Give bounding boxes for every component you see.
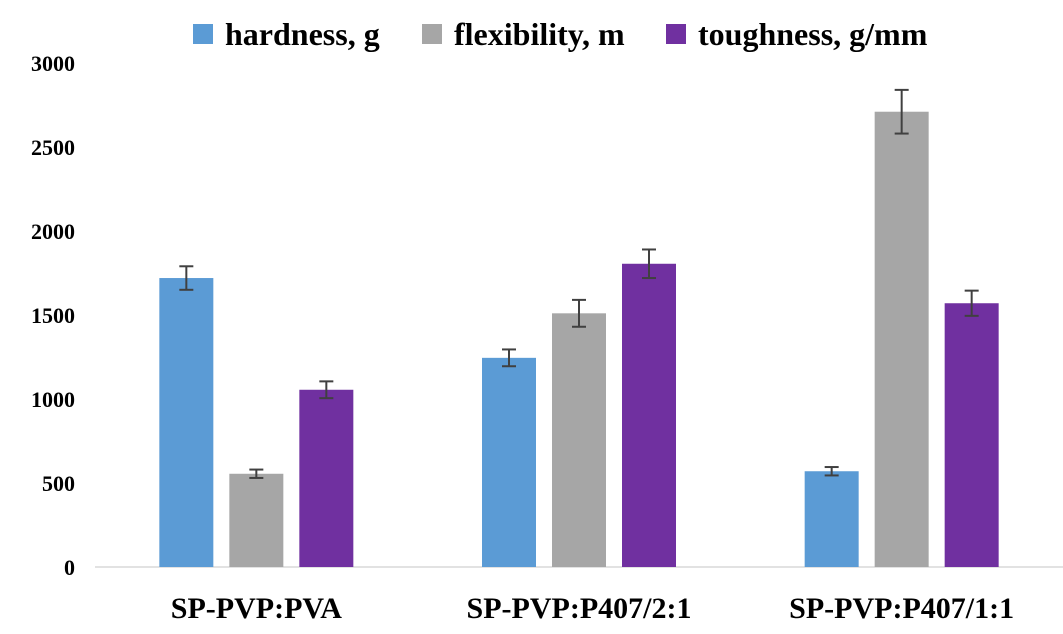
bar — [159, 278, 214, 567]
y-tick-label: 1500 — [31, 303, 75, 328]
error-bars — [179, 88, 979, 479]
legend-swatch — [422, 24, 442, 44]
bar — [622, 263, 676, 567]
y-tick-label: 0 — [64, 555, 75, 580]
legend-label: flexibility, m — [454, 16, 625, 52]
y-tick-label: 2500 — [31, 135, 75, 160]
y-tick-label: 2000 — [31, 219, 75, 244]
x-tick-label: SP-PVP:P407/1:1 — [789, 592, 1014, 625]
legend-swatch — [666, 24, 686, 44]
x-axis: SP-PVP:PVA SP-PVP:P407/2:1 SP-PVP:P407/1:1 — [95, 566, 1063, 625]
bars — [159, 111, 999, 567]
x-tick-label: SP-PVP:P407/2:1 — [467, 592, 692, 625]
legend-swatch — [193, 24, 213, 44]
y-tick-label: 3000 — [31, 51, 75, 76]
bar — [229, 473, 284, 567]
bar — [299, 389, 354, 567]
x-tick-label: SP-PVP:PVA — [171, 592, 342, 625]
legend-label: toughness, g/mm — [698, 16, 928, 52]
bar — [804, 471, 859, 567]
bar — [944, 303, 999, 567]
y-axis: 0 500 1000 1500 2000 2500 3000 — [31, 51, 75, 580]
bar — [552, 313, 606, 567]
y-tick-label: 500 — [42, 471, 75, 496]
y-tick-label: 1000 — [31, 387, 75, 412]
bar — [482, 357, 536, 567]
legend-label: hardness, g — [225, 16, 380, 52]
bar — [874, 111, 929, 567]
legend: hardness, g flexibility, m toughness, g/mm — [193, 16, 928, 52]
